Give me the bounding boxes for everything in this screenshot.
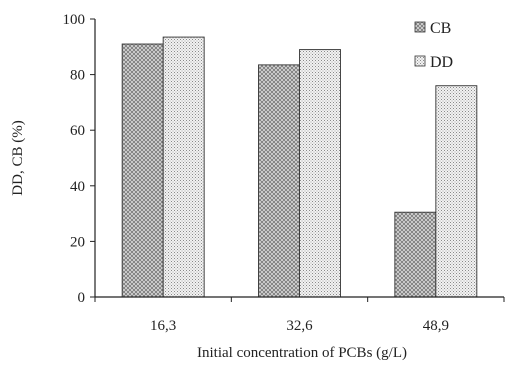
y-tick-label: 20 bbox=[70, 234, 85, 250]
y-tick-label: 100 bbox=[63, 12, 86, 28]
bar-dd-2 bbox=[299, 49, 341, 298]
bar-dd-1 bbox=[162, 36, 205, 298]
x-tick-label: 16,3 bbox=[150, 318, 176, 334]
legend-label-cb: CB bbox=[430, 20, 451, 37]
bar-cb-3 bbox=[394, 211, 437, 298]
bar-cb-1 bbox=[121, 43, 164, 298]
y-tick-labels: 0 20 40 60 80 100 bbox=[63, 12, 95, 306]
x-tick-labels: 16,3 32,6 48,9 bbox=[94, 297, 505, 334]
bars-group bbox=[121, 36, 478, 298]
legend-swatch-cb bbox=[414, 21, 426, 33]
y-axis-label: DD, CB (%) bbox=[10, 120, 26, 195]
legend: CB DD bbox=[414, 20, 453, 71]
x-tick-label: 32,6 bbox=[286, 318, 313, 334]
legend-label-dd: DD bbox=[430, 54, 453, 71]
bar-cb-2 bbox=[258, 64, 300, 298]
y-tick-label: 80 bbox=[70, 68, 85, 84]
x-tick-label: 48,9 bbox=[423, 318, 449, 334]
legend-swatch-dd bbox=[414, 55, 426, 67]
axes-group bbox=[94, 19, 504, 298]
bar-dd-3 bbox=[435, 85, 478, 298]
y-tick-label: 0 bbox=[78, 290, 86, 306]
y-tick-label: 60 bbox=[70, 123, 85, 139]
y-tick-label: 40 bbox=[70, 179, 85, 195]
x-axis-label: Initial concentration of PCBs (g/L) bbox=[197, 345, 407, 361]
